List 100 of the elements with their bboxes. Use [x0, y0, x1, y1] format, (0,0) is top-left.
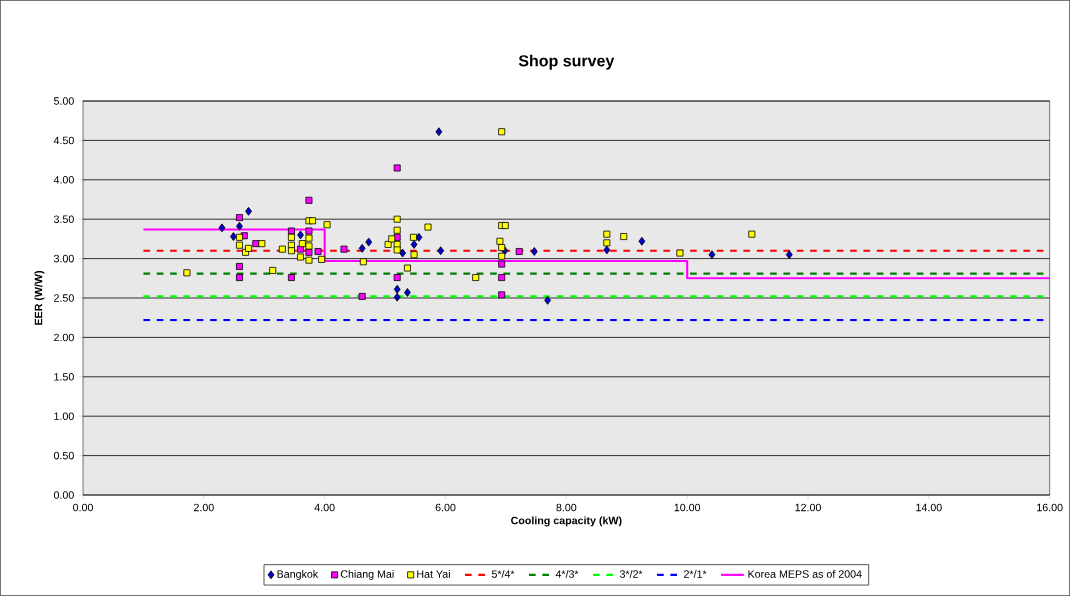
point	[236, 214, 243, 222]
point	[603, 239, 611, 247]
point	[393, 246, 401, 254]
legend-label: Korea MEPS as of 2004	[748, 570, 862, 578]
point	[435, 127, 443, 137]
point	[498, 274, 506, 281]
point	[748, 230, 756, 238]
point	[437, 246, 445, 256]
point	[236, 233, 243, 241]
point	[498, 244, 506, 252]
point	[358, 292, 366, 300]
x-tick-label: 10.00	[674, 503, 701, 512]
y-tick-label: 0.00	[53, 491, 74, 499]
point	[384, 240, 392, 248]
x-axis-title: Cooling capacity (kW)	[511, 516, 622, 527]
y-tick-label: 2.00	[54, 333, 74, 342]
point	[236, 241, 243, 249]
point	[258, 240, 266, 248]
y-tick-label: 2.50	[54, 294, 74, 302]
legend-label: 2*/1*	[684, 569, 707, 578]
point	[388, 235, 396, 243]
point	[638, 236, 646, 246]
point	[603, 230, 611, 238]
legend-label: 3*/2*	[619, 569, 643, 578]
point	[309, 217, 317, 225]
x-tick-label: 16.00	[1037, 503, 1063, 512]
point	[305, 242, 313, 250]
point	[287, 227, 295, 235]
point	[287, 247, 295, 255]
point	[785, 250, 793, 260]
point	[603, 245, 611, 255]
y-tick-label: 3.00	[53, 254, 74, 263]
point	[287, 274, 295, 281]
x-tick-label: 8.00	[556, 503, 577, 512]
point	[496, 237, 504, 245]
point	[305, 196, 313, 204]
point	[393, 274, 401, 281]
point	[393, 292, 401, 302]
point	[269, 266, 277, 274]
point	[359, 258, 367, 266]
point	[404, 288, 411, 297]
point	[620, 233, 628, 240]
point	[230, 232, 237, 241]
point	[236, 263, 243, 270]
point	[236, 274, 243, 281]
point	[183, 269, 191, 277]
point	[297, 245, 304, 253]
point	[323, 221, 331, 229]
point	[393, 233, 401, 241]
point	[498, 252, 506, 260]
point	[305, 234, 313, 242]
point	[676, 249, 684, 257]
point	[498, 291, 506, 299]
point	[297, 230, 304, 240]
point	[393, 226, 401, 234]
point	[297, 253, 304, 261]
y-tick-label: 5.00	[53, 97, 74, 105]
point	[498, 128, 506, 136]
point	[393, 284, 401, 294]
y-tick-label: 4.50	[53, 136, 74, 145]
x-tick-label: 2.00	[194, 503, 214, 512]
point	[245, 244, 253, 252]
point	[403, 264, 411, 272]
point	[305, 248, 313, 256]
x-tick-label: 4.00	[314, 503, 335, 512]
point	[314, 248, 322, 255]
point	[415, 232, 423, 242]
point	[305, 227, 313, 235]
point	[218, 223, 226, 233]
y-tick-label: 1.00	[54, 412, 74, 420]
legend-label: Chiang Mai	[340, 569, 394, 580]
point	[236, 221, 243, 231]
point	[410, 233, 417, 241]
point	[393, 215, 401, 223]
point	[708, 250, 716, 260]
point	[399, 248, 407, 258]
x-tick-label: 12.00	[795, 503, 821, 512]
point	[410, 251, 418, 259]
point	[305, 256, 313, 264]
point	[515, 248, 523, 255]
y-tick-label: 0.50	[53, 451, 74, 460]
point	[358, 243, 366, 253]
x-tick-label: 0.00	[73, 503, 93, 512]
y-tick-label: 3.50	[53, 215, 74, 223]
point	[287, 233, 295, 241]
legend-label: Hat Yai	[417, 569, 450, 578]
point	[340, 245, 348, 253]
legend-label: 5*/4*	[491, 569, 515, 578]
chart-title: Shop survey	[518, 54, 615, 70]
y-tick-label: 4.00	[53, 176, 74, 184]
point	[393, 164, 401, 172]
point	[245, 206, 252, 216]
point	[472, 274, 480, 281]
x-tick-label: 6.00	[435, 503, 456, 512]
x-tick-label: 14.00	[916, 503, 942, 512]
y-tick-label: 1.50	[54, 373, 74, 381]
point	[410, 240, 418, 249]
point	[365, 237, 373, 247]
legend-label: 4*/3*	[555, 569, 579, 578]
point	[318, 255, 326, 263]
